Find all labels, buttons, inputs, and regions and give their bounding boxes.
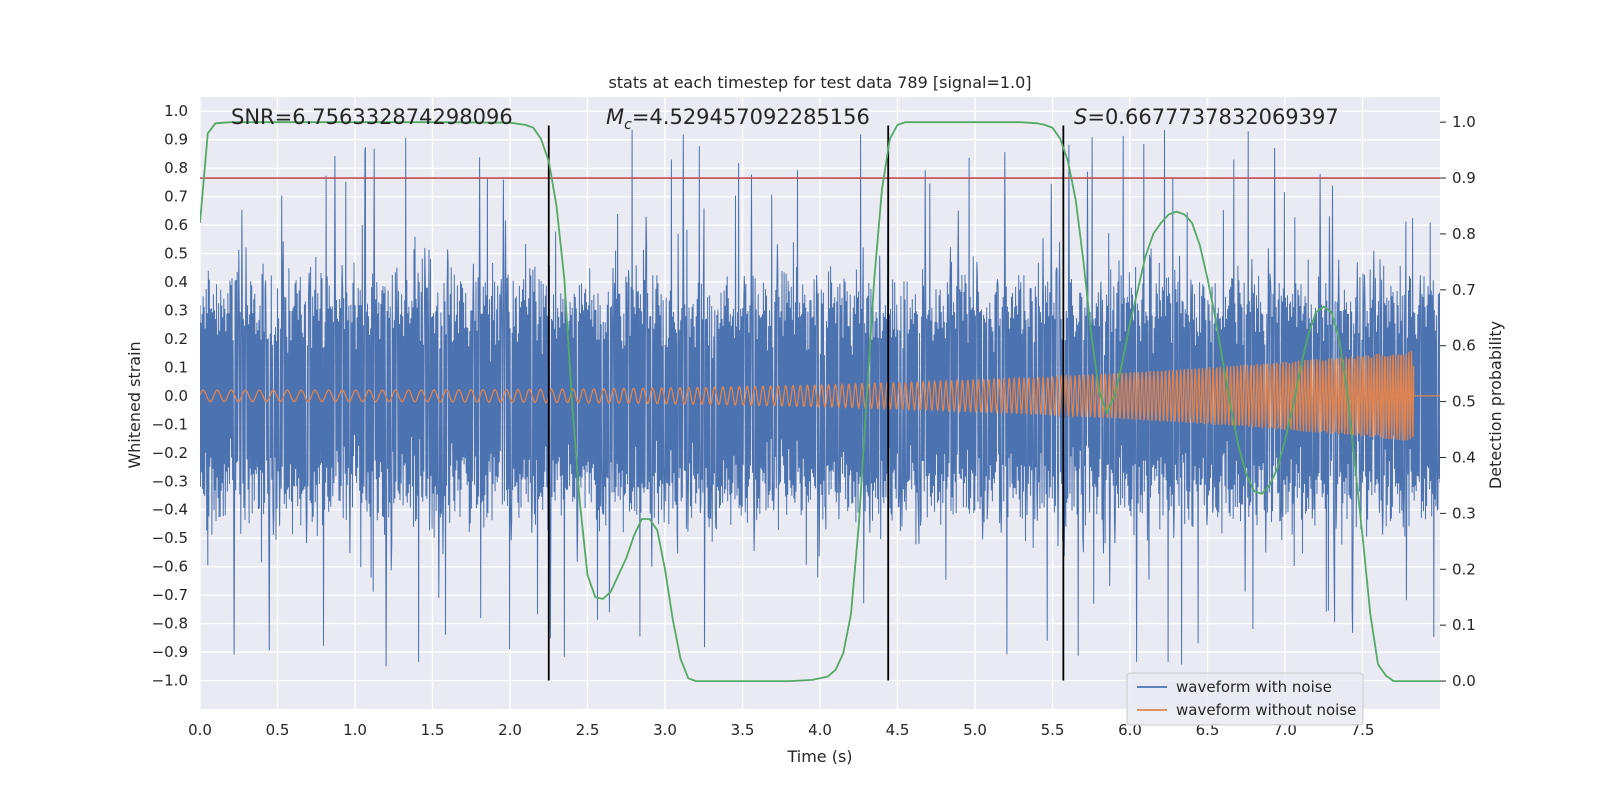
- y2-tick-label: 0.8: [1452, 225, 1476, 243]
- x-tick-label: 0.0: [188, 721, 212, 739]
- annotation-chirp-mass-value: =4.529457092285156: [632, 105, 870, 129]
- y-tick-label: −0.9: [152, 643, 188, 661]
- legend-box: [1126, 672, 1364, 726]
- y-tick-label: 0.8: [164, 159, 188, 177]
- x-axis-label: Time (s): [786, 747, 852, 766]
- series-waveform-without-noise: [200, 350, 1440, 441]
- y-tick-label: −0.6: [152, 558, 188, 576]
- y-tick-label: −0.7: [152, 586, 188, 604]
- x-tick-label: 1.0: [343, 721, 367, 739]
- legend-label-clean: waveform without noise: [1176, 701, 1356, 719]
- chart-title: stats at each timestep for test data 789…: [608, 73, 1031, 92]
- x-tick-label: 3.0: [653, 721, 677, 739]
- annotation-chirp-mass-subscript: c: [624, 117, 632, 133]
- y2-tick-label: 0.6: [1452, 337, 1476, 355]
- y2-tick-label: 0.9: [1452, 169, 1476, 187]
- annotation-s-statistic: S=0.6677737832069397: [1074, 105, 1339, 129]
- y-tick-label: 0.5: [164, 245, 188, 263]
- annotation-s-symbol: S: [1074, 105, 1087, 129]
- x-tick-label: 4.5: [886, 721, 910, 739]
- vertical-markers: [547, 125, 1065, 681]
- y-tick-label: 0.0: [164, 387, 188, 405]
- y-tick-label: −0.8: [152, 615, 188, 633]
- annotation-snr: SNR=6.756332874298096: [231, 105, 513, 129]
- y2-axis-ticks: 1.0 0.9 0.8 0.7 0.6 0.5 0.4 0.3 0.2 0.1 0.0: [1440, 113, 1476, 690]
- y-tick-label: 0.6: [164, 216, 188, 234]
- y-tick-label: −0.4: [152, 501, 188, 519]
- x-tick-label: 3.5: [731, 721, 755, 739]
- y-tick-label: 0.4: [164, 273, 188, 291]
- y-tick-label: 0.7: [164, 188, 188, 206]
- y-tick-label: −1.0: [152, 672, 188, 690]
- annotation-chirp-mass-symbol: M: [606, 105, 624, 129]
- x-tick-label: 2.5: [576, 721, 600, 739]
- x-tick-label: 5.0: [963, 721, 987, 739]
- y-tick-label: 0.9: [164, 131, 188, 149]
- y2-tick-label: 0.7: [1452, 281, 1476, 299]
- y-axis-ticks: 1.0 0.9 0.8 0.7 0.6 0.5 0.4 0.3 0.2 0.1 0.0 −0.1 −0.…: [152, 102, 188, 689]
- y-tick-label: −0.5: [152, 529, 188, 547]
- x-tick-label: 0.5: [266, 721, 290, 739]
- annotation-s-value: =0.6677737832069397: [1087, 105, 1338, 129]
- y2-tick-label: 0.5: [1452, 393, 1476, 411]
- y-tick-label: 0.1: [164, 358, 188, 376]
- annotation-chirp-mass: Mc=4.529457092285156: [606, 105, 870, 133]
- y2-tick-label: 0.1: [1452, 616, 1476, 634]
- series-waveform-with-noise: [200, 129, 1440, 667]
- legend: waveform with noise waveform without noi…: [1126, 672, 1364, 726]
- y2-tick-label: 1.0: [1452, 113, 1476, 131]
- x-tick-label: 4.0: [808, 721, 832, 739]
- y2-tick-label: 0.0: [1452, 672, 1476, 690]
- y-tick-label: 0.3: [164, 301, 188, 319]
- y-tick-label: −0.3: [152, 472, 188, 490]
- x-tick-label: 5.5: [1041, 721, 1065, 739]
- x-tick-label: 1.5: [421, 721, 445, 739]
- y-tick-label: −0.1: [152, 415, 188, 433]
- y-tick-label: 1.0: [164, 102, 188, 120]
- y-tick-label: −0.2: [152, 444, 188, 462]
- series-detection-probability: [200, 121, 1440, 682]
- y2-tick-label: 0.2: [1452, 560, 1476, 578]
- legend-label-noise: waveform with noise: [1176, 678, 1332, 696]
- y-axis-label: Whitened strain: [125, 341, 144, 468]
- y-tick-label: 0.2: [164, 330, 188, 348]
- x-tick-label: 2.0: [498, 721, 522, 739]
- y2-tick-label: 0.4: [1452, 448, 1476, 466]
- y2-axis-label: Detection probability: [1486, 321, 1505, 489]
- y2-tick-label: 0.3: [1452, 504, 1476, 522]
